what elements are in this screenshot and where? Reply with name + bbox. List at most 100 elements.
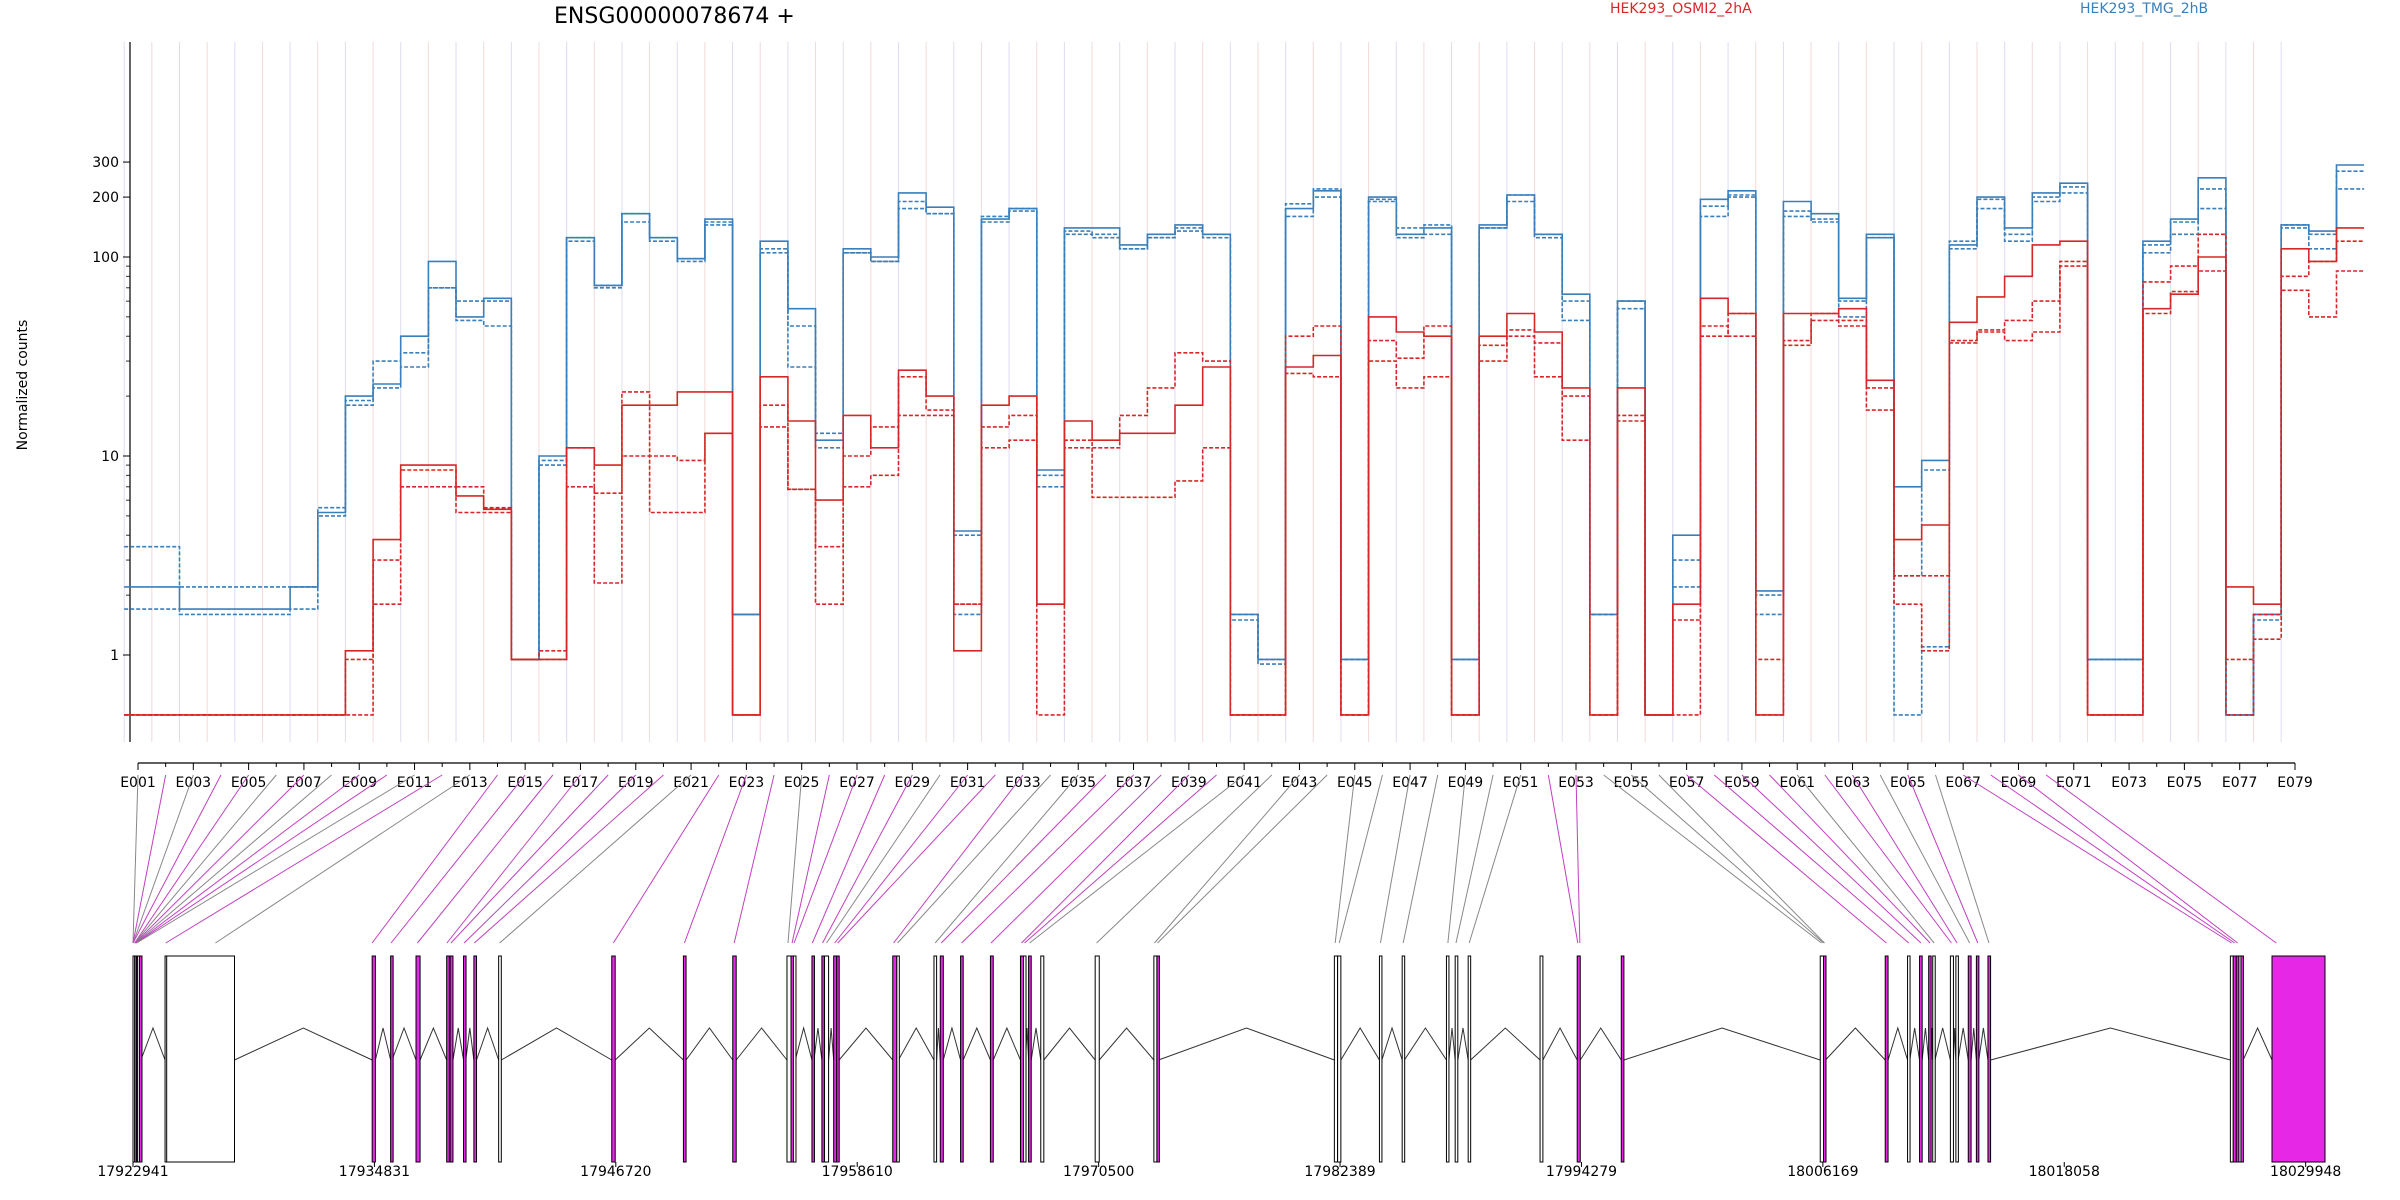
intron-line [1542,1026,1578,1061]
genome-tick-label: 18029948 [2270,1164,2341,1180]
x-tick-label: E051 [1503,775,1539,791]
exon-link-line [683,774,747,944]
x-tick-label: E015 [507,775,543,791]
exon-box [498,955,502,1163]
exon-box [1620,955,1625,1163]
intron-line [1957,1027,1969,1061]
y-axis: 1 10 100 200 300 [92,42,131,742]
exon-link-lines [132,774,2277,944]
exon-box [732,955,737,1163]
x-tick-label: E037 [1116,775,1152,791]
exon-link-line [1157,774,1328,944]
exon-box [1822,955,1827,1163]
intron-line [1448,1027,1456,1061]
exon-box [1884,955,1889,1163]
series-line [124,164,2365,716]
genome-tick-label: 17994279 [1546,1164,1617,1180]
exon-box [463,955,467,1163]
intron-line [465,1027,475,1061]
y-tick-label: 100 [92,250,119,266]
exon-box [390,955,394,1163]
exon-link-line [1962,774,2232,944]
y-tick-label: 1 [110,648,119,664]
exon-link-line [371,774,498,944]
exon-link-line [1334,774,1356,944]
exon-link-line [1658,774,1825,944]
intron-line [614,1027,684,1061]
exon-box [896,955,900,1163]
exon-link-line [1990,774,2235,944]
exon-box [446,955,450,1163]
exon-link-line [134,774,305,944]
exon-box [1337,955,1342,1163]
x-tick-label: E021 [673,775,709,791]
x-tick-label: E043 [1282,775,1318,791]
exon-link-line [1824,774,1952,944]
exon-box [1576,955,1581,1163]
genome-tick-label: 18006169 [1787,1164,1858,1180]
exon-link-line [612,774,720,944]
exon-link-line [1096,774,1273,944]
x-tick-label: E071 [2056,775,2092,791]
exon-link-line [1852,774,1958,944]
exon-link-line [1630,774,1824,944]
exon-link-line [215,774,471,944]
x-tick-label: E047 [1392,775,1428,791]
exon-link-line [1447,774,1466,944]
intron-line [1934,1027,1951,1061]
series-line [124,188,2365,716]
exon-link-line [822,774,913,944]
exon-link-line [787,774,803,944]
exon-link-line [463,774,637,944]
intron-line [419,1026,448,1061]
exon-link-line [446,774,581,944]
exon-box [1445,955,1450,1163]
exon-link-line [1575,774,1581,944]
x-tick-label: E045 [1337,775,1373,791]
exon-box [1454,955,1459,1163]
x-tick-label: E007 [286,775,322,791]
x-tick-label: E029 [895,775,931,791]
intron-line [1921,1027,1930,1061]
intron-line [1043,1027,1096,1061]
intron-line [234,1027,373,1061]
exon-box [415,955,421,1163]
exon-box [1040,955,1045,1163]
exon-box [1907,955,1911,1163]
intron-line [1579,1027,1622,1061]
intron-line [1457,1027,1469,1061]
legend-label-tmg: HEK293_TMG_2hB [2080,1,2208,17]
exon-link-line [990,774,1162,944]
genome-tick-label: 17946720 [580,1164,651,1180]
exon-link-line [135,774,388,944]
exon-box [939,955,944,1163]
x-tick-label: E039 [1171,775,1207,791]
intron-line [828,1027,835,1061]
intron-line [794,1026,813,1061]
exon-box [449,955,454,1163]
x-tick-label: E005 [231,775,267,791]
exon-link-line [1021,774,1190,944]
exon-link-line [793,774,858,944]
exon-link-line [1796,774,1935,944]
exon-boxes [132,955,2326,1163]
exon-box [1928,955,1932,1163]
x-tick-label: E041 [1226,775,1262,791]
exon-link-line [134,774,250,944]
exon-box [960,955,964,1163]
intron-line [735,1027,788,1061]
exon-link-line [1379,774,1411,944]
x-tick-label: E009 [341,775,377,791]
exon-link-line [136,774,415,944]
x-tick-label: E003 [176,775,212,791]
exon-link-line [1154,774,1300,944]
x-tick-label: E077 [2222,775,2258,791]
genome-axis: 17922941 17934831 17946720 17958610 17970500… [97,1162,2341,1180]
exon-link-line [135,774,332,944]
genome-tick-label: 17934831 [339,1164,410,1180]
x-tick-label: E065 [1890,775,1926,791]
exon-box [473,955,478,1163]
genome-tick-label: 17970500 [1063,1164,1134,1180]
exon-link-line [733,774,775,944]
